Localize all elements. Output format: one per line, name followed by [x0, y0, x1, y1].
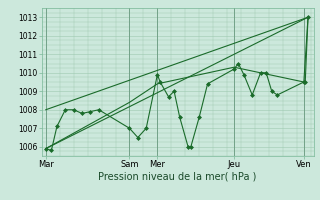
X-axis label: Pression niveau de la mer( hPa ): Pression niveau de la mer( hPa )	[99, 172, 257, 182]
